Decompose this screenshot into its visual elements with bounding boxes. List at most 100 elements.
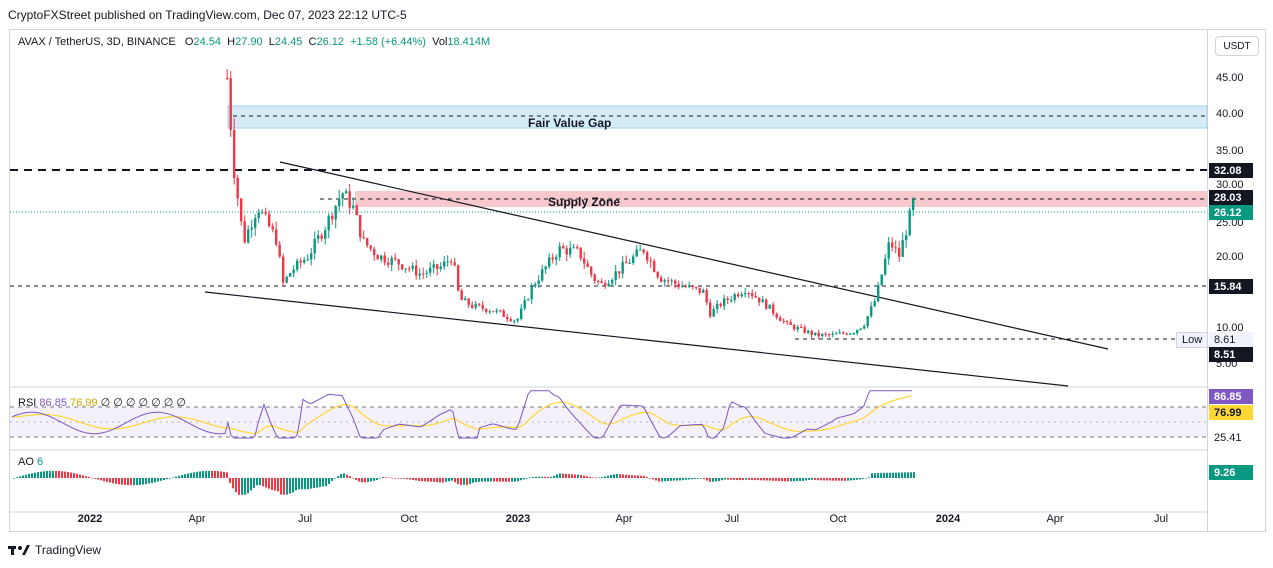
- ao-bar: [31, 473, 33, 478]
- ao-bar: [652, 478, 654, 480]
- ao-bar: [823, 478, 825, 481]
- volume-value: 18.414M: [447, 36, 491, 48]
- low-label: L: [268, 36, 275, 48]
- footer-brand: TradingView: [35, 543, 102, 557]
- ao-bar: [640, 475, 642, 478]
- rsi-legend-extra: ∅ ∅ ∅ ∅ ∅ ∅ ∅: [100, 397, 187, 409]
- candle-body: [820, 333, 824, 337]
- candle-body: [771, 304, 775, 314]
- candle-body: [600, 281, 603, 283]
- ao-bar: [721, 478, 723, 481]
- currency-button[interactable]: USDT: [1215, 36, 1259, 56]
- candle-body: [691, 285, 694, 287]
- symbol-legend[interactable]: AVAX / TetherUS, 3D, BINANCE O24.54 H27.…: [18, 36, 490, 48]
- candle-body: [582, 258, 586, 264]
- ao-bar: [601, 477, 603, 478]
- candle-body: [677, 283, 680, 288]
- ao-bar: [142, 478, 144, 485]
- candle-body: [390, 257, 393, 265]
- ao-bar: [397, 478, 399, 479]
- ao-bar: [724, 478, 726, 480]
- ao-bar: [70, 472, 72, 478]
- candle-body: [488, 311, 491, 313]
- candle-body: [316, 235, 320, 239]
- candle-body: [768, 304, 771, 309]
- price-tick: 25.00: [1216, 217, 1244, 229]
- ao-bar: [343, 473, 345, 478]
- candle-body: [719, 303, 722, 307]
- candle-body: [449, 261, 453, 263]
- ao-bar: [505, 478, 507, 482]
- ao-bar: [616, 473, 618, 478]
- candle-body: [379, 255, 383, 260]
- ao-bar: [115, 478, 117, 484]
- ao-bar: [508, 478, 510, 482]
- candle-body: [852, 333, 855, 335]
- ao-bar: [895, 472, 897, 478]
- candle-body: [841, 332, 845, 334]
- low-label: Low: [1176, 332, 1209, 348]
- ao-bar: [280, 478, 282, 495]
- ao-bar: [475, 478, 477, 483]
- ao-bar: [487, 478, 489, 482]
- ao-bar: [13, 478, 15, 479]
- ao-bar: [112, 478, 114, 484]
- ao-bar: [94, 478, 96, 479]
- price-axis[interactable]: [1208, 29, 1266, 532]
- ao-bar: [676, 478, 678, 481]
- ao-bar: [415, 478, 417, 481]
- ao-bar: [865, 478, 867, 479]
- ao-bar: [412, 478, 414, 481]
- ao-bar: [364, 478, 366, 483]
- ao-bar: [268, 478, 270, 489]
- ao-bar: [28, 473, 30, 478]
- ao-bar: [898, 472, 900, 478]
- candle-body: [726, 298, 729, 301]
- ao-bar: [718, 478, 720, 482]
- ao-bar: [685, 478, 687, 480]
- ao-bar: [334, 478, 336, 479]
- ao-bar: [712, 478, 714, 482]
- tradingview-footer[interactable]: TradingView: [8, 543, 101, 557]
- candle-body: [337, 198, 341, 206]
- candle-body: [729, 299, 733, 301]
- ao-legend[interactable]: AO 6: [18, 456, 43, 468]
- ao-bar: [313, 478, 315, 489]
- ao-bar: [565, 473, 567, 478]
- time-tick: Apr: [615, 513, 633, 525]
- rsi-legend[interactable]: RSI 86.85 76.99 ∅ ∅ ∅ ∅ ∅ ∅ ∅: [18, 396, 186, 409]
- candle-body: [292, 269, 295, 274]
- ao-bar: [199, 471, 201, 478]
- ao-bar: [166, 478, 168, 480]
- ao-bar: [535, 476, 537, 478]
- chart-frame[interactable]: [9, 29, 1208, 532]
- ao-bar: [664, 478, 666, 482]
- ao-bar: [817, 478, 819, 481]
- upper-trendline: [279, 161, 1109, 350]
- candle-body: [855, 329, 859, 334]
- candle-body: [845, 333, 848, 335]
- ao-bar: [736, 478, 738, 480]
- ao-bar: [661, 478, 663, 482]
- ao-bar: [139, 478, 141, 485]
- ao-bar: [79, 474, 81, 478]
- candle-body: [827, 334, 831, 336]
- ao-bar: [553, 475, 555, 478]
- candle-body: [621, 261, 624, 274]
- ao-bar: [121, 478, 123, 485]
- ao-bar: [658, 478, 660, 482]
- ao-bar: [421, 478, 423, 482]
- ao-bar: [913, 472, 915, 478]
- rsi-ma-badge: 76.99: [1209, 405, 1253, 420]
- candle-body: [635, 249, 638, 257]
- low-value-badge: 8.61: [1209, 332, 1253, 347]
- volume-label: Vol: [432, 36, 448, 48]
- change-value: +1.58 (+6.44%): [350, 36, 426, 48]
- candle-body: [789, 321, 792, 325]
- candle-body: [743, 293, 747, 295]
- ao-bar: [106, 478, 108, 482]
- candle-body: [659, 277, 663, 282]
- candle-body: [680, 286, 684, 288]
- candle-body: [530, 286, 533, 300]
